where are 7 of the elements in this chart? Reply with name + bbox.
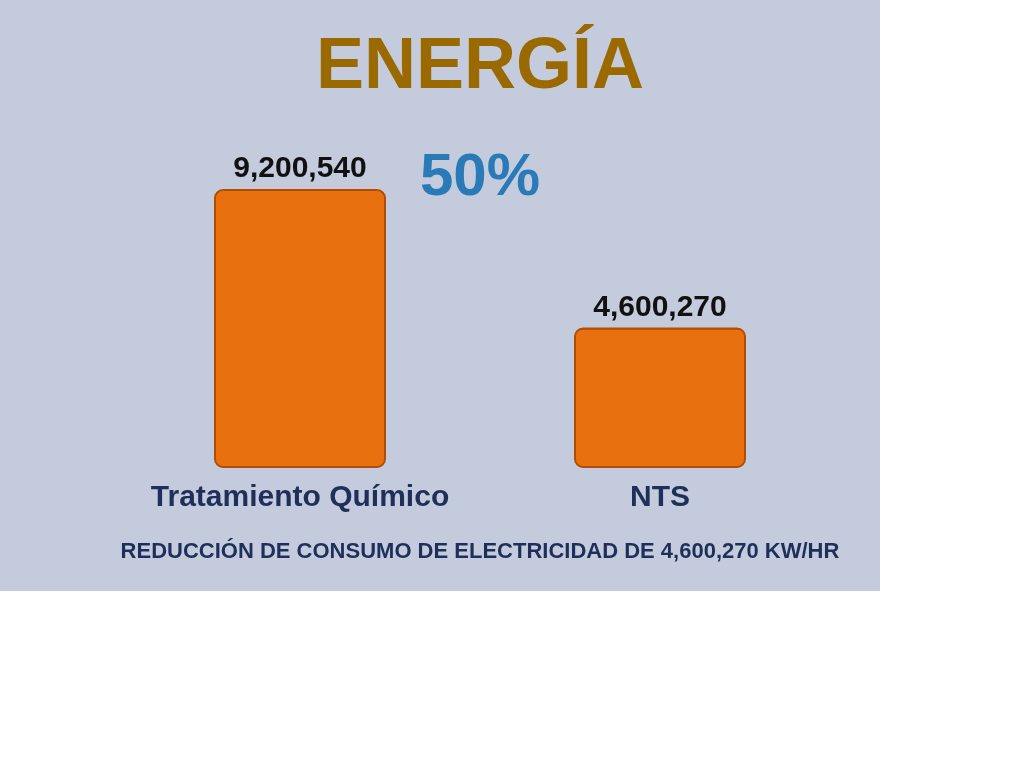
annotation: 50% [419,141,541,208]
data-label: 4,600,270 [593,288,727,322]
x-tick-label: NTS [630,478,690,512]
x-tick-label: Tratamiento Químico [150,478,450,512]
data-label: 9,200,540 [233,150,367,184]
text: REDUCCIÓN DE CONSUMO DE ELECTRICIDAD DE 4,600,270 KW/HR [120,538,840,563]
chart-title: ENERGÍA [315,23,645,103]
